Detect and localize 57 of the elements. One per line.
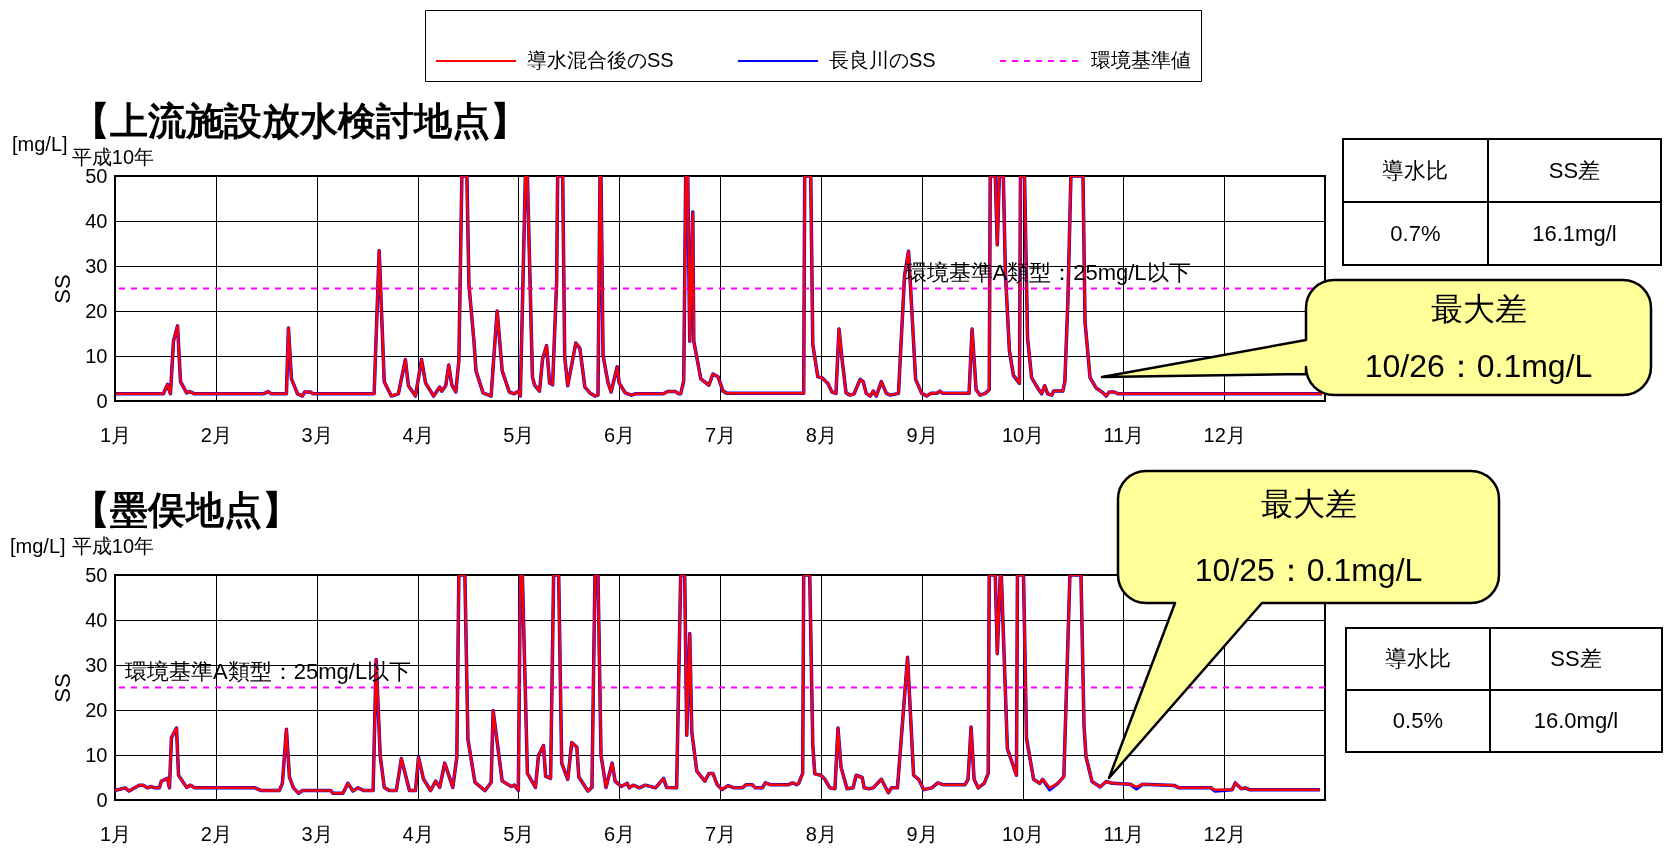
text: [mg/L] xyxy=(10,535,66,558)
x-tick-label: 1月 xyxy=(99,822,132,845)
y-tick-label: 0 xyxy=(96,788,108,811)
text: 0.5% xyxy=(1346,690,1490,752)
y-tick-label: 30 xyxy=(85,653,108,676)
x-tick-label: 3月 xyxy=(301,423,333,446)
y-tick-label: 50 xyxy=(85,563,108,586)
text: 最大差 10/26：0.1mg/L xyxy=(1364,290,1593,385)
x-tick-label: 6月 xyxy=(604,423,636,446)
x-tick-label: 8月 xyxy=(805,423,837,446)
y-tick-label: 40 xyxy=(85,608,108,631)
y-tick-label: 40 xyxy=(85,209,108,232)
x-tick-label: 3月 xyxy=(301,822,333,845)
line-series xyxy=(115,176,1324,398)
y-tick-label: 10 xyxy=(85,344,108,367)
x-tick-label: 7月 xyxy=(704,423,737,446)
text: 16.0mg/l xyxy=(1489,690,1662,752)
y-axis-title: SS xyxy=(50,274,76,304)
x-tick-label: 5月 xyxy=(503,822,535,845)
annotation: 最大差 10/25：0.1mg/L xyxy=(1194,486,1423,588)
x-tick-label: 8月 xyxy=(805,822,837,845)
x-tick-label: 10月 xyxy=(1001,822,1045,845)
text: 16.1mg/l xyxy=(1487,202,1661,265)
chart-subtitle: 平成10年 xyxy=(71,145,154,168)
text: 導水比 xyxy=(1346,628,1490,690)
text: [mg/L] xyxy=(12,133,68,156)
y-tick-label: 10 xyxy=(85,743,108,766)
text: 0.7% xyxy=(1343,202,1488,265)
x-tick-label: 9月 xyxy=(906,423,938,446)
text: 導水比 xyxy=(1343,139,1488,202)
text: SS差 xyxy=(1489,628,1662,690)
x-tick-label: 10月 xyxy=(1001,423,1045,446)
x-tick-label: 12月 xyxy=(1203,822,1246,845)
y-tick-label: 30 xyxy=(85,254,108,277)
x-tick-label: 9月 xyxy=(906,822,938,845)
y-axis-title: SS xyxy=(50,673,76,703)
chart-title: 【上流施設放水検討地点】 xyxy=(71,99,528,142)
x-tick-label: 2月 xyxy=(200,822,232,845)
text: SS差 xyxy=(1487,139,1661,202)
x-tick-label: 4月 xyxy=(402,822,434,845)
legend-label: 環境基準値 xyxy=(1091,49,1191,71)
y-tick-label: 20 xyxy=(85,299,108,322)
x-tick-label: 7月 xyxy=(704,822,737,845)
chart-subtitle: 平成10年 xyxy=(71,535,154,557)
x-tick-label: 11月 xyxy=(1103,822,1145,845)
x-tick-label: 6月 xyxy=(604,822,636,845)
x-tick-label: 1月 xyxy=(99,423,132,446)
x-tick-label: 11月 xyxy=(1103,423,1145,446)
x-tick-label: 2月 xyxy=(200,423,232,446)
legend-label: 長良川のSS xyxy=(829,49,936,71)
y-tick-label: 20 xyxy=(85,698,108,721)
x-tick-label: 4月 xyxy=(402,423,434,446)
y-tick-label: 0 xyxy=(96,389,108,412)
legend-label: 導水混合後のSS xyxy=(527,49,674,71)
x-tick-label: 12月 xyxy=(1203,423,1246,446)
chart-title: 【墨俣地点】 xyxy=(71,489,300,531)
x-tick-label: 5月 xyxy=(503,423,535,446)
